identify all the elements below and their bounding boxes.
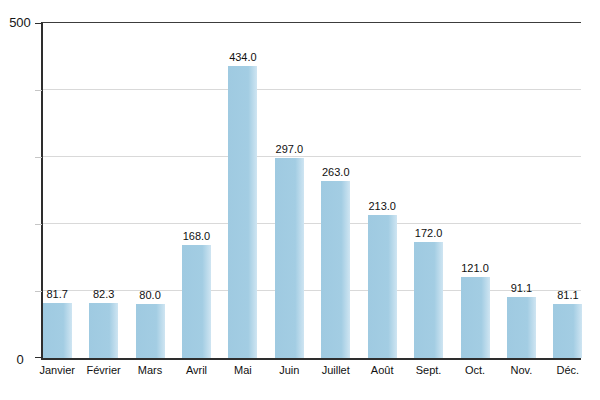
x-tick-label-Mai: Mai [220, 364, 266, 377]
bar-chart: 500 0 81.782.380.0168.0434.0297.0263.021… [0, 0, 600, 400]
bar-value-label: 82.3 [93, 288, 114, 300]
x-tick-label-Mars: Mars [127, 364, 173, 377]
x-tick-label-Janvier: Janvier [34, 364, 80, 377]
bar-Février [89, 303, 118, 358]
bar-Juin [275, 158, 304, 358]
bar-slot-Nov.: 91.1 [498, 22, 544, 358]
bar-Avril [182, 245, 211, 358]
bar-value-label: 213.0 [368, 200, 396, 212]
bar-Oct. [461, 277, 490, 358]
x-tick-label-Oct.: Oct. [452, 364, 498, 377]
x-tick-label-Février: Février [80, 364, 126, 377]
bar-slot-Mai: 434.0 [220, 22, 266, 358]
bar-value-label: 297.0 [276, 143, 304, 155]
bar-slot-Janvier: 81.7 [34, 22, 80, 358]
x-tick-label-Sept.: Sept. [405, 364, 451, 377]
bar-slot-Avril: 168.0 [173, 22, 219, 358]
x-axis-labels: JanvierFévrierMarsAvrilMaiJuinJuilletAoû… [34, 364, 591, 377]
x-tick-label-Avril: Avril [173, 364, 219, 377]
bar-value-label: 81.1 [557, 289, 578, 301]
bars-row: 81.7 82.3 80.0 168.0 434.0 297.0 263.0 213.0 172… [34, 22, 591, 358]
x-tick-label-Nov.: Nov. [498, 364, 544, 377]
bar-Sept. [414, 242, 443, 358]
bar-Nov. [507, 297, 536, 358]
x-tick-label-Août: Août [359, 364, 405, 377]
bar-value-label: 81.7 [47, 288, 68, 300]
x-tick-label-Juin: Juin [266, 364, 312, 377]
bar-value-label: 121.0 [461, 262, 489, 274]
bar-value-label: 168.0 [183, 230, 211, 242]
bar-slot-Mars: 80.0 [127, 22, 173, 358]
bar-Juillet [321, 181, 350, 358]
bar-value-label: 434.0 [229, 51, 257, 63]
x-tick-label-Juillet: Juillet [313, 364, 359, 377]
bar-Mai [228, 66, 257, 358]
x-tick-label-Déc.: Déc. [545, 364, 591, 377]
bar-slot-Février: 82.3 [80, 22, 126, 358]
bar-Janvier [43, 303, 72, 358]
bar-Déc. [553, 304, 582, 358]
bar-slot-Déc.: 81.1 [545, 22, 591, 358]
bar-slot-Sept.: 172.0 [405, 22, 451, 358]
bar-value-label: 263.0 [322, 166, 350, 178]
bar-slot-Juillet: 263.0 [313, 22, 359, 358]
bar-slot-Juin: 297.0 [266, 22, 312, 358]
bar-Mars [136, 304, 165, 358]
bar-Août [368, 215, 397, 358]
bar-value-label: 172.0 [415, 227, 443, 239]
bar-value-label: 91.1 [511, 282, 532, 294]
bar-slot-Oct.: 121.0 [452, 22, 498, 358]
bar-value-label: 80.0 [139, 289, 160, 301]
bar-slot-Août: 213.0 [359, 22, 405, 358]
